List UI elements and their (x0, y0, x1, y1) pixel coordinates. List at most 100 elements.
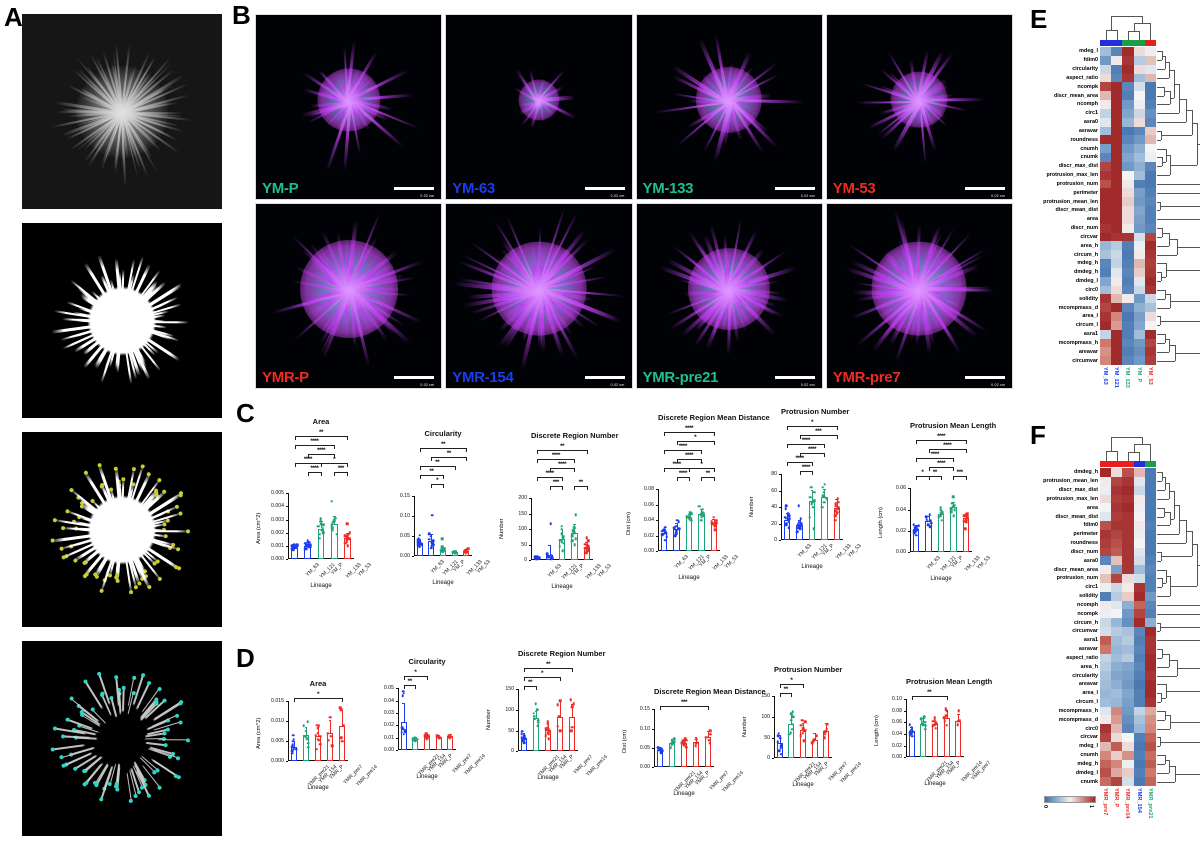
heatmap-cell (1122, 82, 1134, 92)
heatmap-row-label: asra1 (1083, 637, 1098, 644)
dendrogram-line (1157, 316, 1161, 317)
data-point (928, 525, 932, 528)
heatmap-row-label: mdeg_h (1077, 760, 1098, 767)
y-tick-label: 0.00 (891, 754, 902, 761)
heatmap-cell (1133, 741, 1146, 752)
heatmap-cell (1144, 565, 1157, 575)
heatmap-cell (1100, 55, 1112, 66)
data-point (826, 723, 829, 726)
data-point (558, 699, 562, 703)
heatmap-cell (1111, 538, 1123, 548)
data-point (306, 544, 309, 548)
x-axis-title: Lineage (310, 583, 332, 590)
plot-area: 0.000 0.005 0.010 0.015 Area (cm^2) YMR_pre21… (256, 691, 379, 788)
data-point (777, 732, 781, 735)
dendrogram-line (1186, 531, 1192, 532)
heatmap-cell (1100, 294, 1112, 304)
data-point (303, 735, 306, 738)
heatmap-cell (1122, 680, 1134, 690)
heatmap-cell (1133, 706, 1146, 716)
data-point (545, 552, 549, 556)
data-point (708, 741, 711, 745)
heatmap-cell (1133, 64, 1146, 74)
data-point (291, 733, 295, 737)
data-point (584, 551, 588, 554)
dendrogram-line (1111, 437, 1113, 451)
heatmap-row-label: ncompk (1077, 610, 1098, 617)
heatmap-row-label: discr_mean_dist (1055, 513, 1098, 520)
dendrogram-line (1157, 122, 1186, 123)
y-tick-mark (655, 551, 658, 553)
error-bar-cap (522, 733, 526, 735)
heatmap-cell (1133, 117, 1146, 127)
protrusion-tip-marker (173, 503, 180, 510)
data-point (347, 532, 351, 536)
dendrogram-line (1157, 623, 1161, 624)
heatmap-row-label: circumvar (1072, 357, 1098, 364)
heatmap-row-label: protrusion_mean_len (1043, 198, 1098, 205)
dendrogram-line (1116, 451, 1118, 461)
data-point (937, 515, 940, 519)
dendrogram-line (1161, 135, 1192, 136)
dendrogram-line (1174, 774, 1200, 775)
y-tick-label: 0.01 (383, 734, 394, 741)
heatmap-cell (1133, 82, 1146, 92)
data-point (681, 741, 684, 744)
heatmap-cell (1111, 55, 1123, 66)
dendrogram-line (1160, 201, 1162, 211)
plot-area: 0.00 0.02 0.04 0.06 0.08 0.10 Length (cm) YMR_p… (874, 689, 992, 784)
dendrogram-line (1168, 660, 1177, 661)
data-point (789, 712, 793, 715)
data-point (798, 527, 802, 530)
panel-f: F dmdeg_h protrusion_mean_len discr_max_di… (1022, 420, 1200, 847)
chart-title: Circularity (424, 429, 462, 438)
heatmap-cell (1144, 144, 1157, 154)
dendrogram-line (1169, 715, 1171, 729)
data-point (316, 737, 320, 741)
dendrogram-line (1157, 729, 1170, 730)
heatmap-cell (1100, 135, 1112, 145)
dendrogram-line (1157, 782, 1175, 783)
y-tick-label: 0.05 (399, 533, 410, 540)
data-point (585, 536, 588, 540)
heatmap-row-label: roundness (1070, 540, 1098, 547)
data-point (321, 531, 325, 535)
heatmap-cell (1133, 206, 1146, 216)
y-tick-label: 0.00 (383, 747, 394, 754)
heatmap-cell (1100, 662, 1112, 672)
data-point (712, 515, 715, 519)
data-point (544, 734, 547, 737)
heatmap-cell (1133, 144, 1146, 154)
heatmap-cell (1133, 671, 1146, 681)
dendrogram-line (1157, 352, 1169, 353)
heatmap-cell (1122, 153, 1134, 163)
heatmap-cell (1111, 329, 1123, 339)
heatmap-cell (1133, 312, 1146, 322)
heatmap-cell (1122, 347, 1134, 357)
data-point (522, 741, 526, 745)
heatmap-cell (1133, 135, 1146, 145)
error-bar (812, 489, 813, 502)
y-axis (288, 493, 289, 560)
data-point (673, 740, 676, 744)
data-point (791, 715, 795, 719)
heatmap-cell (1144, 135, 1157, 145)
protrusion-tip-marker (68, 695, 75, 702)
y-tick-label: 200 (518, 495, 527, 502)
dendrogram-line (1160, 277, 1166, 278)
protrusion-tip-marker (165, 726, 171, 732)
heatmap-cell (1122, 117, 1134, 127)
data-point (330, 526, 334, 529)
data-point (834, 503, 838, 507)
error-bar-cap (956, 713, 960, 715)
data-point (929, 522, 933, 525)
heatmap-cell (1122, 338, 1134, 348)
y-axis (288, 701, 289, 762)
heatmap-cell (1122, 179, 1134, 189)
data-point (573, 531, 576, 535)
data-point (572, 526, 576, 529)
data-point (931, 724, 935, 728)
data-point (327, 739, 330, 742)
data-point (546, 554, 550, 557)
protrusion-tip-marker (161, 521, 167, 527)
